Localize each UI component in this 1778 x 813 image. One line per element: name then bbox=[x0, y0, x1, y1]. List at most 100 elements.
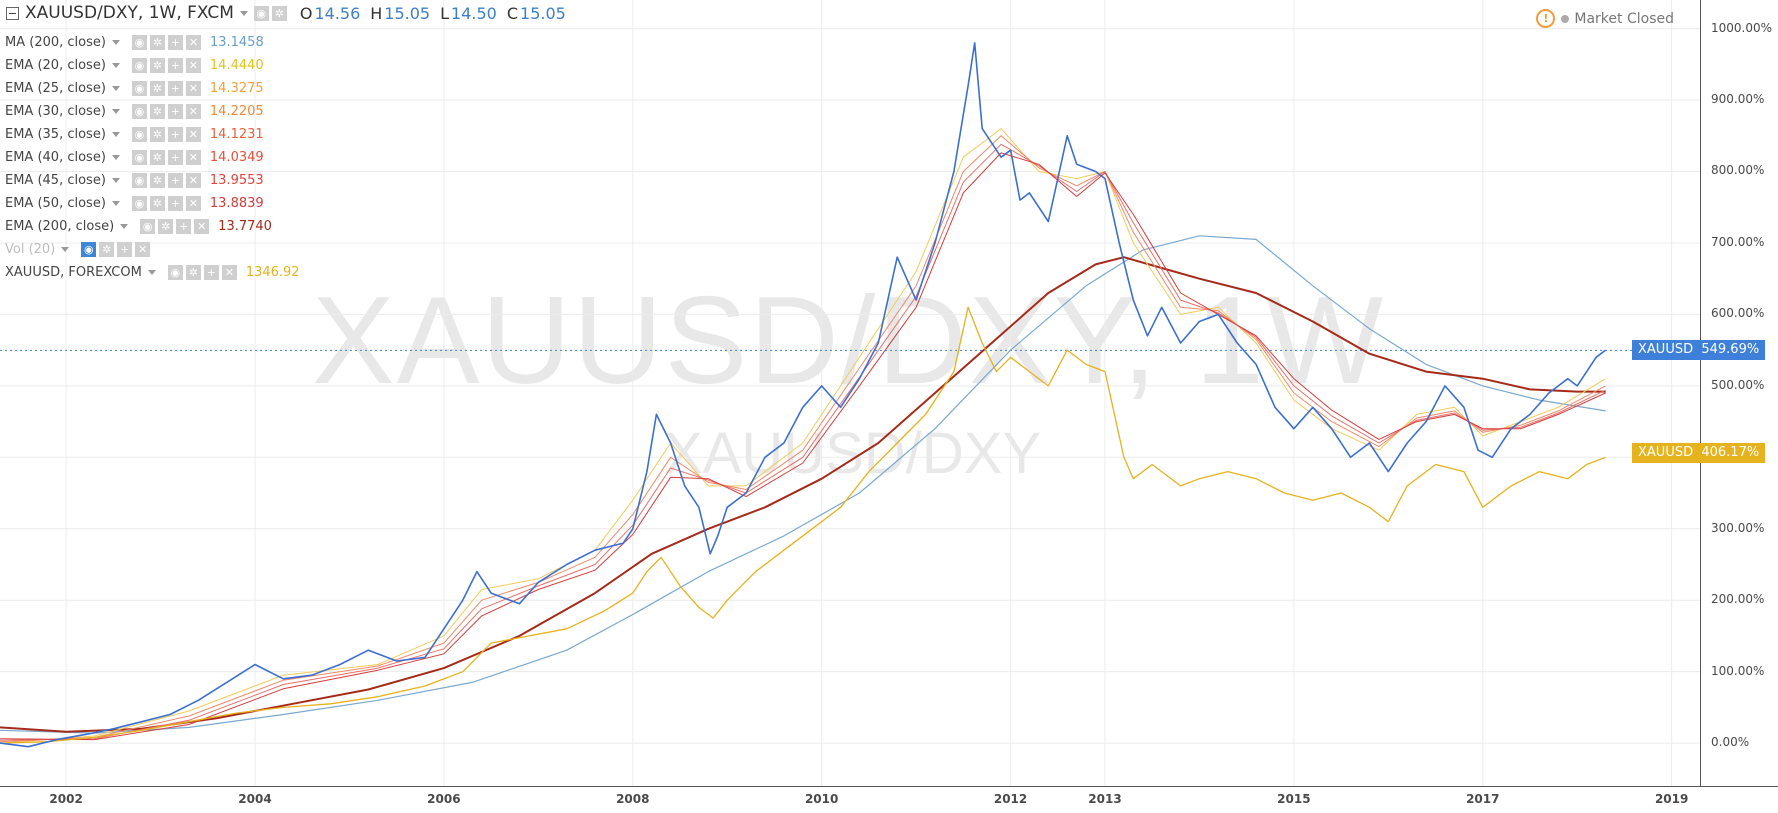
chevron-down-icon[interactable] bbox=[111, 39, 120, 45]
eye-icon[interactable]: ◉ bbox=[131, 172, 147, 188]
indicator-row[interactable]: EMA (25, close) ◉ ✲ + ✕ 14.3275 bbox=[0, 77, 264, 99]
eye-icon[interactable]: ◉ bbox=[167, 264, 183, 280]
close-icon[interactable]: ✕ bbox=[185, 34, 201, 50]
chevron-down-icon[interactable] bbox=[120, 223, 129, 229]
indicator-name[interactable]: EMA (25, close) bbox=[5, 80, 106, 96]
indicator-name[interactable]: EMA (35, close) bbox=[5, 126, 106, 142]
gear-icon[interactable]: ✲ bbox=[99, 241, 115, 257]
close-icon[interactable]: ✕ bbox=[185, 80, 201, 96]
indicator-value: 1346.92 bbox=[245, 264, 300, 280]
symbol-title[interactable]: XAUUSD/DXY, 1W, FXCM bbox=[25, 3, 234, 23]
indicator-row[interactable]: EMA (200, close) ◉ ✲ + ✕ 13.7740 bbox=[0, 215, 272, 237]
gear-icon[interactable]: ✲ bbox=[185, 264, 201, 280]
ohlc-high-label: H bbox=[370, 3, 383, 23]
collapse-legend-button[interactable] bbox=[6, 6, 19, 20]
eye-icon[interactable]: ◉ bbox=[131, 126, 147, 142]
plus-icon[interactable]: + bbox=[167, 103, 183, 119]
chevron-down-icon[interactable] bbox=[239, 10, 248, 16]
gear-icon[interactable]: ✲ bbox=[149, 34, 165, 50]
indicator-row[interactable]: EMA (20, close) ◉ ✲ + ✕ 14.4440 bbox=[0, 54, 264, 76]
eye-icon[interactable]: ◉ bbox=[140, 218, 156, 234]
indicator-name[interactable]: MA (200, close) bbox=[5, 34, 106, 50]
chevron-down-icon[interactable] bbox=[111, 62, 120, 68]
indicator-row[interactable]: EMA (40, close) ◉ ✲ + ✕ 14.0349 bbox=[0, 146, 264, 168]
plus-icon[interactable]: + bbox=[167, 57, 183, 73]
plus-icon[interactable]: + bbox=[167, 195, 183, 211]
indicator-row[interactable]: EMA (30, close) ◉ ✲ + ✕ 14.2205 bbox=[0, 100, 264, 122]
plus-icon[interactable]: + bbox=[167, 34, 183, 50]
eye-icon[interactable]: ◉ bbox=[131, 57, 147, 73]
price-axis[interactable]: 0.00%100.00%200.00%300.00%400.00%500.00%… bbox=[1700, 0, 1778, 786]
plus-icon[interactable]: + bbox=[167, 149, 183, 165]
plus-icon[interactable]: + bbox=[203, 264, 219, 280]
exclamation-circle-icon[interactable]: ! bbox=[1536, 9, 1556, 28]
chevron-down-icon[interactable] bbox=[111, 85, 120, 91]
indicator-row[interactable]: EMA (50, close) ◉ ✲ + ✕ 13.8839 bbox=[0, 192, 264, 214]
indicator-name[interactable]: EMA (40, close) bbox=[5, 149, 106, 165]
time-axis[interactable]: 2002 2004 2006 2008 2010 2012 2013 2015 2017 2019 bbox=[0, 786, 1778, 813]
gear-icon[interactable]: ✲ bbox=[149, 57, 165, 73]
chevron-down-icon[interactable] bbox=[61, 246, 70, 252]
plus-icon[interactable]: + bbox=[167, 172, 183, 188]
y-tick-label: 600.00% bbox=[1711, 306, 1765, 321]
eye-icon[interactable]: ◉ bbox=[253, 5, 269, 21]
chevron-down-icon[interactable] bbox=[111, 108, 120, 114]
gear-icon[interactable]: ✲ bbox=[271, 5, 287, 21]
y-tick-label: 100.00% bbox=[1711, 663, 1765, 678]
indicator-controls: ◉ ✲ + ✕ bbox=[131, 149, 204, 165]
plus-icon[interactable]: + bbox=[176, 218, 192, 234]
indicator-name[interactable]: Vol (20) bbox=[5, 241, 56, 257]
close-icon[interactable]: ✕ bbox=[221, 264, 237, 280]
indicator-name[interactable]: EMA (200, close) bbox=[5, 218, 115, 234]
eye-icon[interactable]: ◉ bbox=[131, 34, 147, 50]
plus-icon[interactable]: + bbox=[117, 241, 133, 257]
indicator-row[interactable]: MA (200, close) ◉ ✲ + ✕ 13.1458 bbox=[0, 31, 264, 53]
chevron-down-icon[interactable] bbox=[147, 269, 156, 275]
indicator-name[interactable]: EMA (50, close) bbox=[5, 195, 106, 211]
eye-icon[interactable]: ◉ bbox=[131, 103, 147, 119]
plus-icon[interactable]: + bbox=[167, 126, 183, 142]
gear-icon[interactable]: ✲ bbox=[149, 80, 165, 96]
close-icon[interactable]: ✕ bbox=[194, 218, 210, 234]
indicator-value: 13.1458 bbox=[209, 34, 264, 50]
close-icon[interactable]: ✕ bbox=[185, 57, 201, 73]
ohlc-close-label: C bbox=[506, 3, 519, 23]
close-icon[interactable]: ✕ bbox=[185, 195, 201, 211]
gear-icon[interactable]: ✲ bbox=[158, 218, 174, 234]
indicator-row[interactable]: XAUUSD, FOREXCOM ◉ ✲ + ✕ 1346.92 bbox=[0, 261, 300, 283]
chevron-down-icon[interactable] bbox=[111, 154, 120, 160]
close-icon[interactable]: ✕ bbox=[185, 126, 201, 142]
gear-icon[interactable]: ✲ bbox=[149, 103, 165, 119]
indicator-row[interactable]: EMA (45, close) ◉ ✲ + ✕ 13.9553 bbox=[0, 169, 264, 191]
close-icon[interactable]: ✕ bbox=[185, 172, 201, 188]
eye-icon[interactable]: ◉ bbox=[131, 149, 147, 165]
gear-icon[interactable]: ✲ bbox=[149, 195, 165, 211]
eye-icon[interactable]: ◉ bbox=[131, 80, 147, 96]
gear-icon[interactable]: ✲ bbox=[149, 126, 165, 142]
indicator-name[interactable]: EMA (30, close) bbox=[5, 103, 106, 119]
close-icon[interactable]: ✕ bbox=[185, 149, 201, 165]
chevron-down-icon[interactable] bbox=[111, 177, 120, 183]
chart-area[interactable]: XAUUSD/DXY, 1W XAUUSD/DXY bbox=[0, 0, 1700, 786]
indicator-row[interactable]: Vol (20) ◉ ✲ + ✕ bbox=[0, 238, 159, 260]
indicator-name[interactable]: EMA (45, close) bbox=[5, 172, 106, 188]
close-icon[interactable]: ✕ bbox=[185, 103, 201, 119]
indicator-name[interactable]: XAUUSD, FOREXCOM bbox=[5, 264, 142, 280]
chevron-down-icon[interactable] bbox=[111, 131, 120, 137]
price-chart[interactable] bbox=[0, 0, 1700, 786]
eye-icon[interactable]: ◉ bbox=[131, 195, 147, 211]
x-tick-label: 2008 bbox=[616, 792, 650, 806]
plus-icon[interactable]: + bbox=[167, 80, 183, 96]
indicator-name[interactable]: EMA (20, close) bbox=[5, 57, 106, 73]
ohlc-low-value: 14.50 bbox=[451, 3, 497, 23]
eye-icon[interactable]: ◉ bbox=[81, 241, 97, 257]
market-status[interactable]: ! Market Closed bbox=[1536, 9, 1674, 28]
x-tick-label: 2002 bbox=[49, 792, 83, 806]
gear-icon[interactable]: ✲ bbox=[149, 149, 165, 165]
indicator-row[interactable]: EMA (35, close) ◉ ✲ + ✕ 14.1231 bbox=[0, 123, 264, 145]
gear-icon[interactable]: ✲ bbox=[149, 172, 165, 188]
close-icon[interactable]: ✕ bbox=[135, 241, 151, 257]
x-tick-label: 2017 bbox=[1466, 792, 1500, 806]
indicator-controls: ◉ ✲ + ✕ bbox=[140, 218, 212, 234]
chevron-down-icon[interactable] bbox=[111, 200, 120, 206]
